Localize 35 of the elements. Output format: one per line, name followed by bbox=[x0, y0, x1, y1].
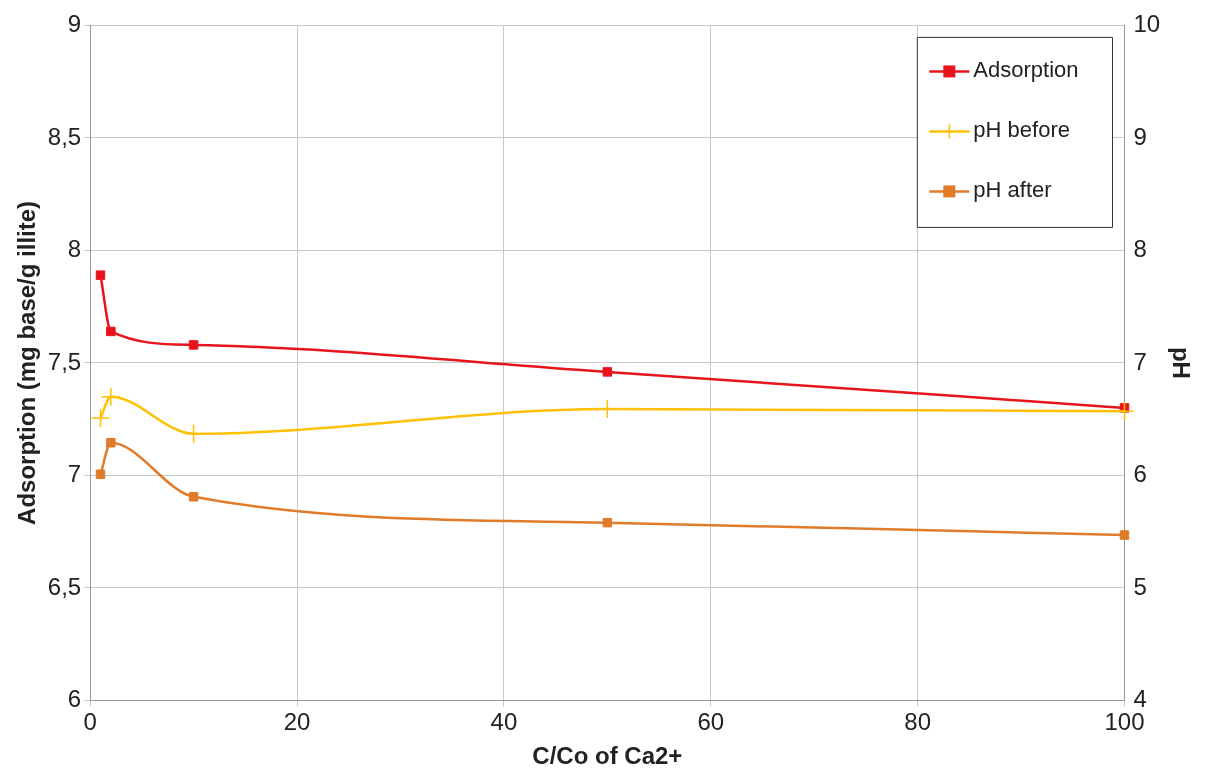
point bbox=[188, 492, 199, 502]
point bbox=[188, 340, 199, 350]
y-axis-title: Adsorption (mg base/g illite) bbox=[13, 200, 41, 525]
y-tick-label: 6,5 bbox=[47, 572, 82, 600]
legend-label: pH after bbox=[973, 177, 1052, 203]
y-tick-label: 7,5 bbox=[47, 347, 82, 375]
x-tick-label: 40 bbox=[490, 708, 518, 736]
y2-tick-label: 5 bbox=[1133, 572, 1147, 600]
x-tick-label: 60 bbox=[697, 708, 725, 736]
y-tick-label: 6 bbox=[67, 685, 82, 713]
legend-label: Adsorption bbox=[973, 57, 1079, 83]
y-tick-label: 7 bbox=[67, 460, 82, 488]
x-axis-title: C/Co of Ca2+ bbox=[532, 742, 683, 770]
y2-tick-label: 8 bbox=[1133, 235, 1147, 263]
point bbox=[1119, 530, 1130, 540]
y-tick-label: 8 bbox=[67, 235, 82, 263]
point bbox=[106, 326, 116, 337]
y-tick-label: 8,5 bbox=[47, 122, 82, 150]
point bbox=[90, 408, 111, 428]
point bbox=[602, 517, 613, 528]
y2-axis-title: pH bbox=[1167, 346, 1195, 379]
point bbox=[106, 438, 116, 448]
point bbox=[95, 270, 106, 280]
legend-label: pH before bbox=[973, 117, 1070, 143]
y-tick-label: 9 bbox=[67, 10, 82, 38]
point bbox=[602, 367, 613, 377]
x-tick-label: 80 bbox=[904, 708, 931, 736]
y2-tick-label: 7 bbox=[1133, 347, 1147, 375]
point bbox=[95, 469, 106, 480]
point bbox=[101, 386, 121, 407]
y2-tick-label: 9 bbox=[1133, 122, 1147, 150]
x-tick-label: 0 bbox=[83, 708, 97, 736]
x-tick-label: 20 bbox=[283, 708, 311, 736]
y2-tick-label: 10 bbox=[1133, 10, 1161, 38]
y2-tick-label: 6 bbox=[1133, 460, 1147, 488]
